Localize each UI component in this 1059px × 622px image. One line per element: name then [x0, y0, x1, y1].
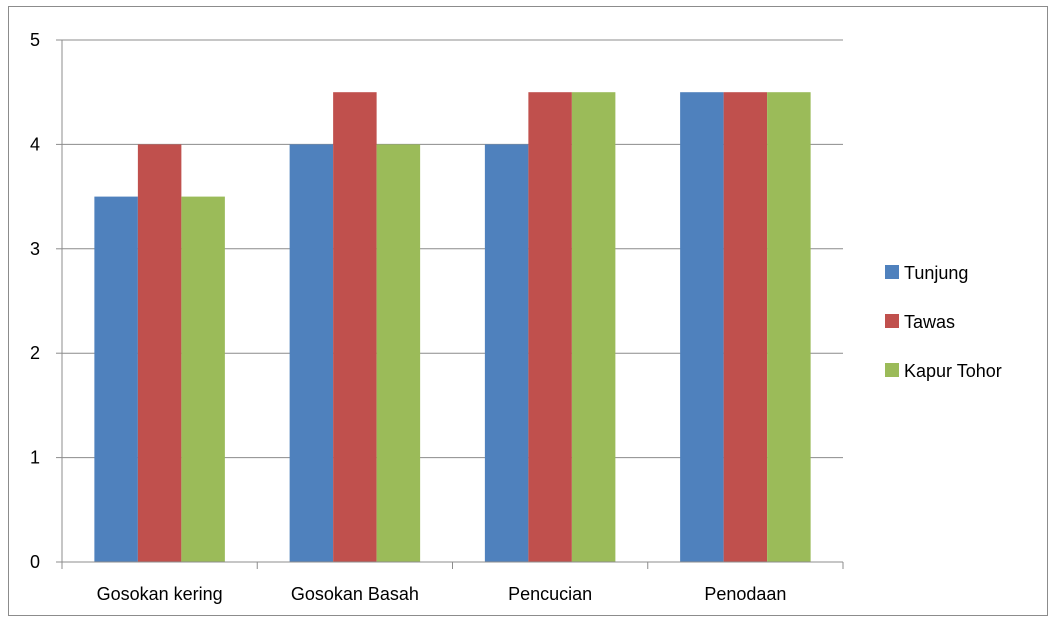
bar-kapur-tohor-0 — [181, 196, 225, 562]
legend-label-kapur-tohor: Kapur Tohor — [904, 361, 1002, 381]
legend-swatch-tunjung — [885, 265, 899, 279]
bar-tawas-3 — [723, 92, 768, 562]
x-tick-labels: Gosokan kering Gosokan Basah Pencucian Peno… — [97, 584, 787, 604]
legend-swatch-tawas — [885, 314, 899, 328]
y-tick-label: 3 — [30, 239, 40, 259]
bar-tunjung-0 — [94, 196, 138, 562]
bar-tawas-0 — [137, 144, 182, 562]
legend-label-tunjung: Tunjung — [904, 263, 968, 283]
x-tick-label: Pencucian — [508, 584, 592, 604]
axes — [56, 39, 844, 569]
x-tick-label: Penodaan — [704, 584, 786, 604]
legend-label-tawas: Tawas — [904, 312, 955, 332]
legend: Tunjung Tawas Kapur Tohor — [885, 263, 1002, 381]
y-tick-label: 5 — [30, 30, 40, 50]
legend-swatch-kapur-tohor — [885, 363, 899, 377]
y-tick-label: 1 — [30, 448, 40, 468]
bar-tunjung-3 — [680, 92, 724, 562]
y-tick-label: 0 — [30, 552, 40, 572]
bar-tawas-1 — [333, 92, 377, 562]
bar-kapur-tohor-2 — [571, 92, 616, 562]
bar-tawas-2 — [528, 92, 572, 562]
bar-kapur-tohor-1 — [376, 144, 421, 562]
x-tick-label: Gosokan Basah — [291, 584, 419, 604]
bar-tunjung-1 — [289, 144, 334, 562]
y-tick-label: 4 — [30, 134, 40, 154]
x-tick-label: Gosokan kering — [97, 584, 223, 604]
bars — [94, 92, 811, 562]
bar-tunjung-2 — [484, 144, 529, 562]
y-tick-label: 2 — [30, 343, 40, 363]
bar-kapur-tohor-3 — [767, 92, 811, 562]
y-tick-labels: 0 1 2 3 4 5 — [30, 30, 40, 572]
